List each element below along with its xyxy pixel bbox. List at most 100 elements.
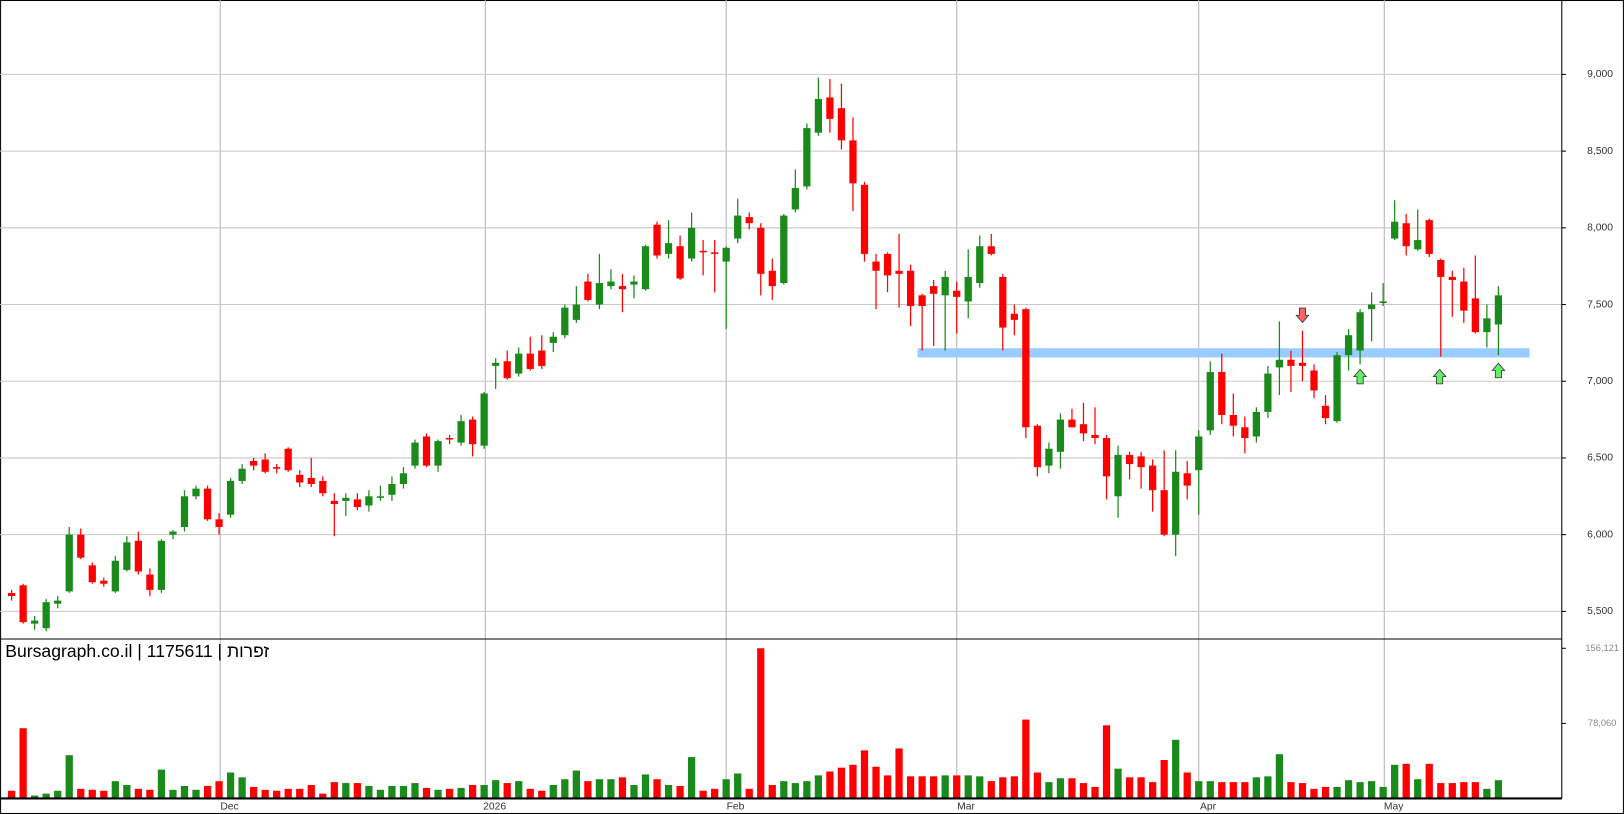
candle-body xyxy=(1102,438,1111,477)
volume-bar xyxy=(1287,782,1295,799)
volume-bar xyxy=(1414,779,1422,799)
candle-body xyxy=(1010,313,1018,320)
volume-bar xyxy=(1321,786,1330,799)
candle-body xyxy=(31,620,39,624)
volume-bar xyxy=(134,788,143,799)
volume-bar xyxy=(976,776,984,799)
volume-bar xyxy=(65,755,73,799)
candle-body xyxy=(1125,454,1134,465)
x-tick-label: Feb xyxy=(727,801,745,812)
candle-body xyxy=(1321,405,1330,419)
candle-body xyxy=(457,421,465,443)
volume-bar xyxy=(19,728,27,799)
signal-arrow xyxy=(1491,362,1506,379)
candle-body xyxy=(1379,301,1387,303)
candle-body xyxy=(768,270,776,287)
candle-body xyxy=(1471,298,1479,333)
volume-bar xyxy=(330,782,338,799)
volume-bar xyxy=(31,795,39,799)
volume-bar xyxy=(814,775,823,799)
volume-bar xyxy=(607,779,615,799)
volume-bar xyxy=(307,784,315,799)
candle-body xyxy=(1241,427,1249,439)
candle-body xyxy=(734,215,742,239)
candle-body xyxy=(7,592,16,597)
candle-body xyxy=(664,243,673,254)
volume-bar xyxy=(111,781,119,799)
candle-body xyxy=(814,98,823,133)
volume-bar xyxy=(1195,781,1203,799)
candle-body xyxy=(319,480,327,494)
volume-bar xyxy=(734,773,742,799)
volume-bar xyxy=(641,774,650,799)
candle-body xyxy=(88,565,96,583)
volume-bar xyxy=(284,788,292,799)
volume-bar xyxy=(1252,777,1260,799)
candle-body xyxy=(1022,309,1030,428)
volume-bar xyxy=(1460,782,1468,799)
volume-bar xyxy=(918,776,926,799)
volume-bar xyxy=(215,781,223,799)
volume-bar xyxy=(999,777,1007,799)
y2-tick-label: 78,060 xyxy=(1588,718,1616,728)
volume-bar xyxy=(146,789,154,799)
grid xyxy=(0,0,1562,799)
candle-body xyxy=(1056,419,1065,452)
candle-body xyxy=(757,227,765,274)
candle-body xyxy=(1391,221,1399,239)
candle-body xyxy=(54,600,62,604)
volume-bar xyxy=(745,788,753,799)
volume-bar xyxy=(1056,778,1065,799)
candle-body xyxy=(1310,370,1318,391)
candle-body xyxy=(307,477,315,485)
y-tick-label: 9,000 xyxy=(1587,69,1613,80)
volume-bar xyxy=(445,788,454,799)
candle-body xyxy=(572,304,580,320)
volume-bar xyxy=(388,785,396,799)
volume-bar xyxy=(538,790,546,799)
volume-bar xyxy=(1102,725,1111,799)
volume-bar xyxy=(180,785,189,799)
candle-body xyxy=(157,540,166,590)
volume-bar xyxy=(1437,783,1445,799)
candle-body xyxy=(1460,281,1468,311)
candle-body xyxy=(1287,359,1295,366)
candle-body xyxy=(1448,276,1456,280)
volume-bar xyxy=(687,757,696,799)
candle-body xyxy=(273,467,281,469)
volume-bar xyxy=(42,793,50,799)
volume-bar xyxy=(1229,782,1237,799)
volume-bar xyxy=(1137,777,1145,799)
volume-bar xyxy=(88,789,96,799)
volume-bar xyxy=(319,793,327,799)
x-tick-label: Apr xyxy=(1200,801,1217,812)
volume-bar xyxy=(780,781,788,799)
volume-bar xyxy=(468,784,477,799)
volume-bar xyxy=(1010,776,1018,799)
candle-body xyxy=(699,250,707,253)
candle-body xyxy=(953,290,961,297)
volume-bar xyxy=(711,788,719,799)
candle-body xyxy=(1045,448,1053,466)
volume-bar xyxy=(1344,780,1353,799)
y-tick-label: 6,000 xyxy=(1587,529,1613,540)
candle-body xyxy=(296,474,304,483)
candle-body xyxy=(526,353,534,369)
volume-bar xyxy=(803,781,811,799)
volume-bar xyxy=(895,748,903,799)
candle-body xyxy=(618,286,627,290)
volume-bar xyxy=(515,781,523,799)
candle-body xyxy=(918,295,926,307)
volume-bar xyxy=(1091,786,1099,799)
candle-body xyxy=(687,227,696,259)
volume-bar xyxy=(492,780,500,799)
volume-bar xyxy=(261,789,269,799)
volume-bar xyxy=(1022,719,1030,799)
volume-panel xyxy=(7,648,1503,799)
volume-bar xyxy=(860,750,869,799)
volume-bar xyxy=(77,788,85,799)
signal-arrow xyxy=(1295,307,1310,324)
candle-body xyxy=(203,488,212,520)
y-tick-label: 7,500 xyxy=(1587,299,1613,310)
volume-bar xyxy=(1310,788,1318,799)
